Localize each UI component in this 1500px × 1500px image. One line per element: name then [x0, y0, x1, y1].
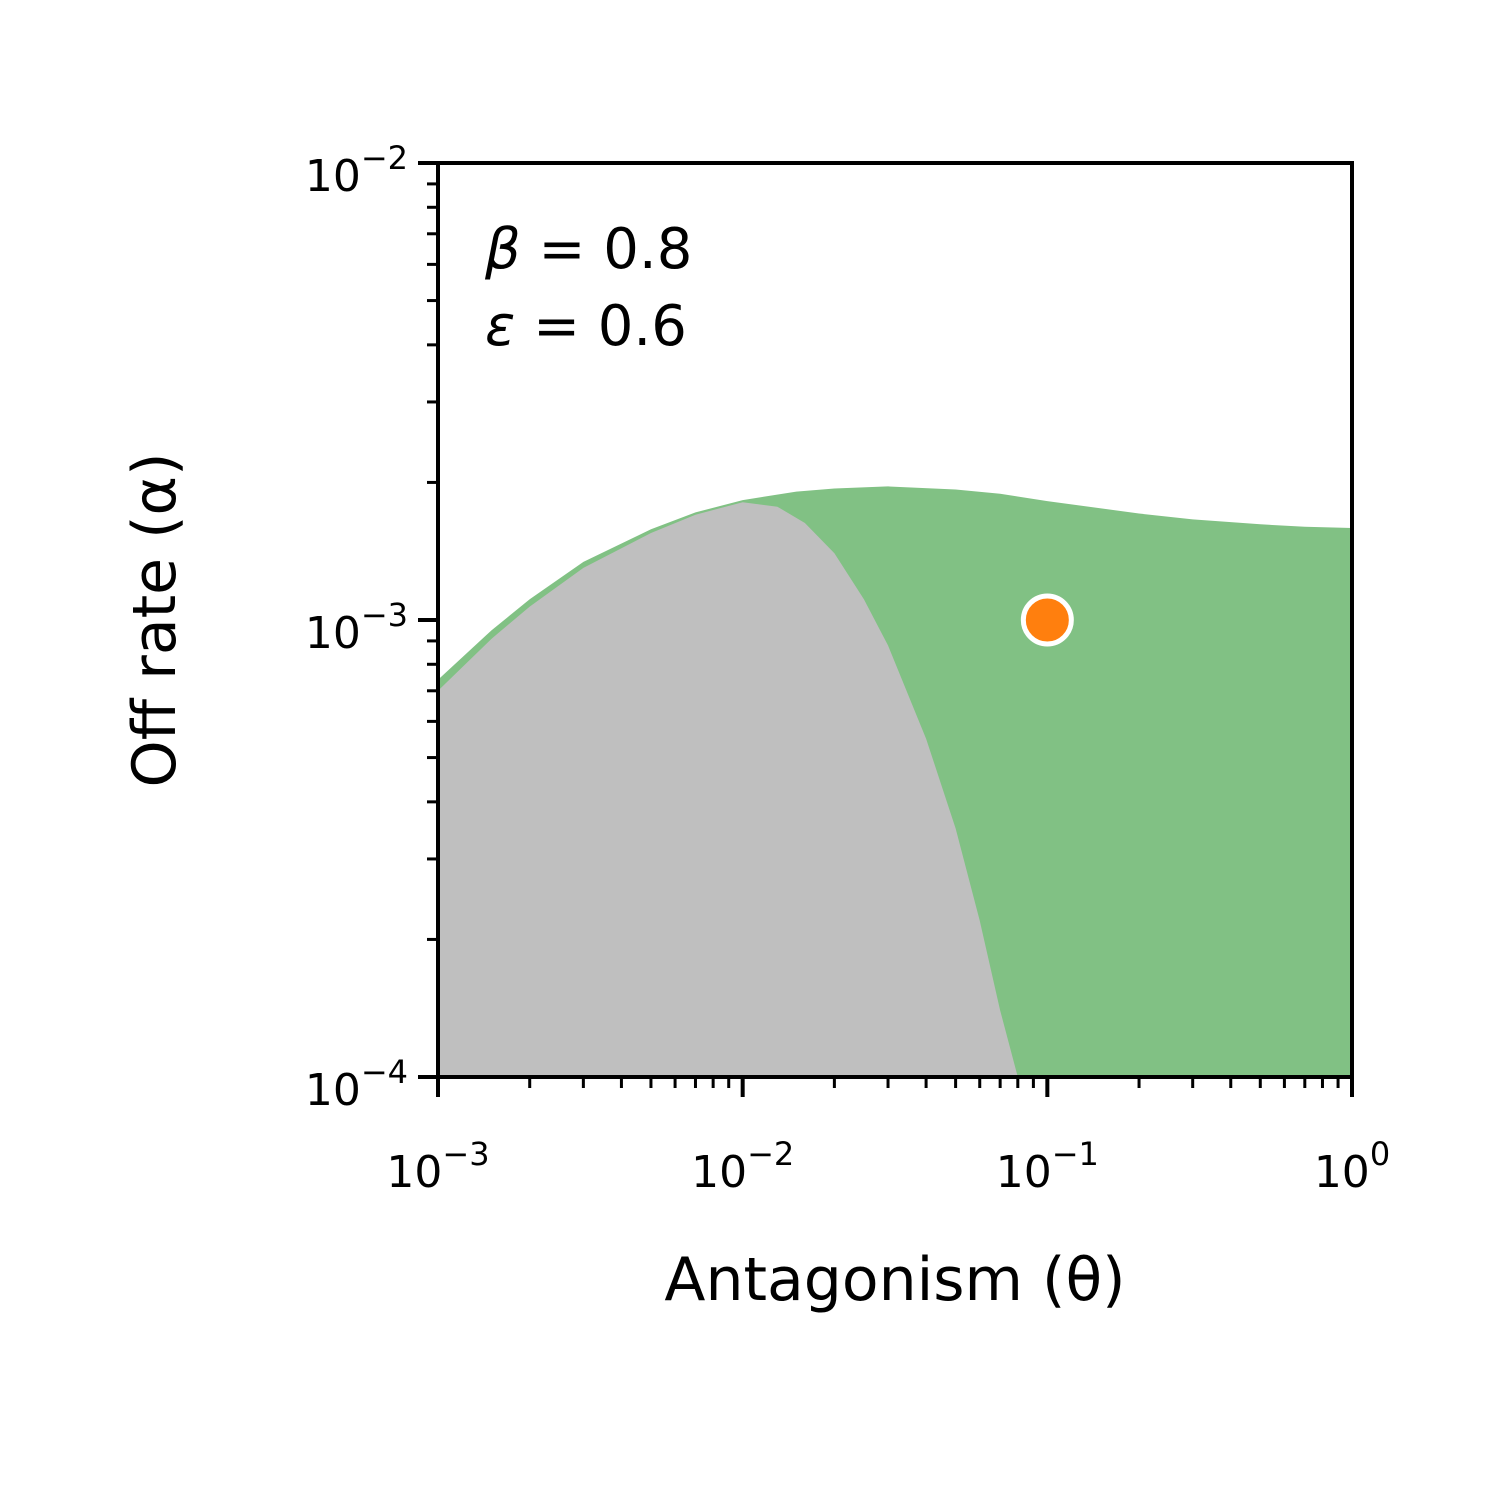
annotation-beta-value: = 0.8 — [521, 217, 693, 282]
y-axis-label: Off rate (α) — [120, 453, 190, 788]
x-axis-label: Antagonism (θ) — [664, 1245, 1125, 1315]
y-tick-label-2: 10−2 — [305, 139, 408, 202]
data-point-0 — [1020, 593, 1074, 647]
regions-layer — [438, 486, 1352, 1077]
annotation-epsilon: ε = 0.6 — [485, 294, 687, 359]
x-tick-label-2: 10−1 — [996, 1135, 1099, 1198]
x-tick-label-0: 10−3 — [386, 1135, 489, 1198]
region-1 — [438, 502, 1018, 1077]
annotation-beta: β = 0.8 — [484, 217, 692, 282]
x-tick-label-1: 10−2 — [691, 1135, 794, 1198]
annotation-beta-symbol: β — [484, 217, 521, 282]
annotation-epsilon-value: = 0.6 — [515, 294, 687, 359]
y-tick-label-1: 10−3 — [305, 596, 408, 659]
points-layer — [1020, 593, 1074, 647]
ticks-layer: 10−3 10−2 10−1 100 10−4 10−3 10−2 — [305, 139, 1390, 1198]
annotations: β = 0.8 ε = 0.6 — [484, 217, 692, 359]
annotation-epsilon-symbol: ε — [485, 294, 515, 359]
x-tick-label-3: 100 — [1314, 1135, 1390, 1198]
y-tick-label-0: 10−4 — [305, 1053, 408, 1116]
